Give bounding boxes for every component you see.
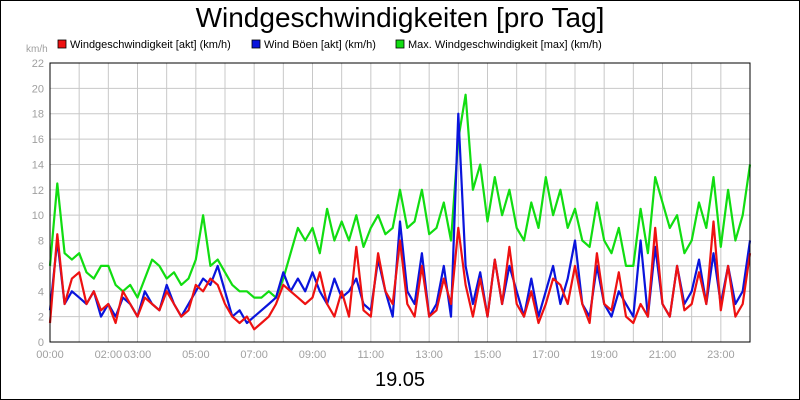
y-tick-label: 14 [32,159,44,171]
y-tick-label: 22 [32,58,44,70]
series-layer [48,93,752,331]
plot-border [49,62,751,343]
y-tick-label: 4 [38,286,44,298]
x-tick-label: 07:00 [240,349,268,361]
series-line-2 [48,112,752,325]
x-tick-labels: 00:00 02:00 03:00 05:00 07:00 09:00 11:00 13:00… [36,349,734,361]
y-tick-label: 20 [32,83,44,95]
y-tick-label: 8 [38,236,44,248]
legend-label: Windgeschwindigkeit [akt] (km/h) [70,39,231,51]
legend-swatch [395,39,405,49]
y-tick-label: 2 [38,312,44,324]
x-tick-label: 02:00 [95,349,123,361]
legend-label: Wind Böen [akt] (km/h) [264,39,376,51]
x-tick-label: 03:00 [124,349,152,361]
legend-item-1: Windgeschwindigkeit [akt] (km/h) [57,39,231,51]
y-tick-label: 0 [38,337,44,349]
legend-item-3: Max. Windgeschwindigkeit [max] (km/h) [395,39,602,51]
x-tick-label: 19:00 [590,349,618,361]
x-tick-label: 11:00 [357,349,384,361]
legend-swatch [57,39,67,49]
y-tick-label: 18 [32,109,44,121]
y-tick-label: 6 [38,261,44,273]
series-line-1 [48,220,752,331]
x-tick-label: 09:00 [299,349,327,361]
y-tick-labels: 0 2 4 6 8 10 12 14 16 18 20 22 [32,58,44,349]
series-line-3 [48,93,752,299]
y-tick-label: 16 [32,134,44,146]
legend: Windgeschwindigkeit [akt] (km/h) Wind Böe… [57,39,602,51]
chart-title: Windgeschwindigkeiten [pro Tag] [196,2,605,33]
y-tick-label: 12 [32,185,44,197]
x-tick-label: 23:00 [707,349,735,361]
y-tick-label: 10 [32,210,44,222]
y-axis-unit-label: km/h [26,44,48,55]
legend-item-2: Wind Böen [akt] (km/h) [251,39,376,51]
x-tick-label: 13:00 [415,349,443,361]
x-tick-label: 15:00 [474,349,502,361]
x-tick-label: 00:00 [36,349,64,361]
x-tick-label: 21:00 [649,349,677,361]
x-tick-label: 05:00 [182,349,210,361]
x-tick-label: 17:00 [532,349,560,361]
x-axis-date-label: 19.05 [375,369,425,391]
legend-label: Max. Windgeschwindigkeit [max] (km/h) [408,39,602,51]
legend-swatch [251,39,261,49]
